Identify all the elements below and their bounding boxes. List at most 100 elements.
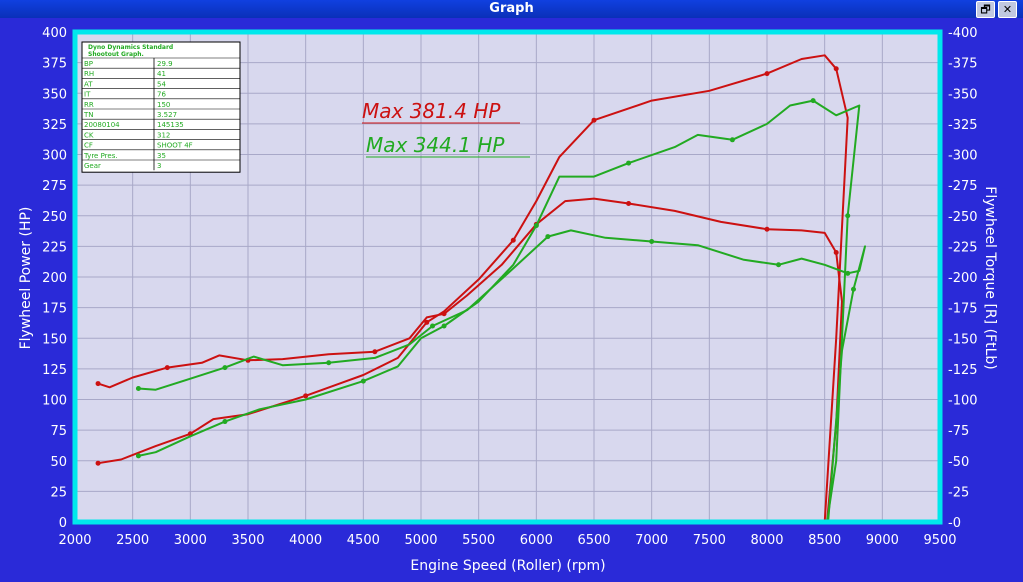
series-red-power-point-9 <box>424 319 430 325</box>
info-table-value-0: 29.9 <box>157 60 173 68</box>
series-green-power-point-3 <box>222 419 228 425</box>
info-table-box <box>81 41 241 173</box>
y-tick-right-50: -50 <box>948 455 969 470</box>
series-green-torque-point-9 <box>430 323 436 329</box>
y-tick-right-175: -175 <box>948 302 978 317</box>
info-table-header-1: Shootout Graph. <box>88 51 144 58</box>
series-green-power-line <box>138 99 861 523</box>
annotation-green-max: Max 344.1 HP <box>366 133 505 157</box>
series-green-torque-line <box>138 229 866 523</box>
y-tick-right-225: -225 <box>948 240 978 255</box>
y-axis-label: Flywheel Power (HP) <box>18 207 34 350</box>
tick-labels: 2000 2500 3000 3500 4000 4500 5000 5500 6000 6500… <box>42 26 977 548</box>
title-bar: Graph 🗗 ✕ <box>0 0 1023 18</box>
series-red-power-point-0 <box>95 460 101 466</box>
y-tick-left-100: 100 <box>42 394 67 409</box>
y-tick-right-350: -350 <box>948 87 978 102</box>
series-green-torque-point-24 <box>851 286 856 292</box>
y-tick-right-25: -25 <box>948 485 969 500</box>
series-red-torque-point-24 <box>833 250 839 255</box>
y-tick-right-250: -250 <box>948 210 978 225</box>
series-green-power-point-6 <box>360 378 366 384</box>
y-tick-left-250: 250 <box>42 210 67 225</box>
series-red-torque-point-0 <box>95 381 101 387</box>
y-tick-left-75: 75 <box>50 424 67 439</box>
plot-frame <box>72 29 943 525</box>
series-green-power-point-12 <box>533 223 539 229</box>
y-tick-right-150: -150 <box>948 332 978 347</box>
x-tick-8000: 8000 <box>750 533 783 548</box>
info-table-header-0: Dyno Dynamics Standard <box>88 44 173 51</box>
y-tick-left-200: 200 <box>42 271 67 286</box>
info-table-value-10: 3 <box>157 162 161 170</box>
y-tick-right-125: -125 <box>948 363 978 378</box>
x-tick-2500: 2500 <box>116 533 149 548</box>
info-table-value-3: 76 <box>157 91 166 99</box>
info-table-key-8: CF <box>84 142 93 150</box>
y-tick-left-375: 375 <box>42 57 67 72</box>
y-tick-left-175: 175 <box>42 302 67 317</box>
series-red-power-point-12 <box>510 237 516 243</box>
x-tick-5000: 5000 <box>404 533 437 548</box>
x-tick-6000: 6000 <box>520 533 553 548</box>
info-table-value-9: 35 <box>157 152 166 160</box>
info-table-key-2: AT <box>84 80 93 88</box>
y-tick-left-125: 125 <box>42 363 67 378</box>
y-tick-left-225: 225 <box>42 240 67 255</box>
series-red-torque-point-3 <box>164 365 170 371</box>
series-green-torque-point-0 <box>135 385 141 391</box>
series-green-torque-point-6 <box>326 360 332 366</box>
series-green-power-point-0 <box>135 453 141 459</box>
series-red-power-point-21 <box>833 66 839 72</box>
info-table-value-7: 312 <box>157 131 170 139</box>
series-green-torque-point-12 <box>545 234 551 240</box>
window-title: Graph <box>489 1 534 16</box>
series-red-torque-point-9 <box>372 349 378 355</box>
series-red-torque-point-12 <box>441 311 447 317</box>
info-table-key-4: RR <box>84 101 94 109</box>
restore-icon[interactable]: 🗗 <box>976 1 995 18</box>
x-tick-4500: 4500 <box>347 533 380 548</box>
series-green-power-point-18 <box>729 137 735 143</box>
series-green-power-point-15 <box>626 160 632 166</box>
series-group <box>95 54 866 525</box>
y-tick-right-200: -200 <box>948 271 978 286</box>
info-table-key-1: RH <box>84 70 94 78</box>
y-tick-right-75: -75 <box>948 424 969 439</box>
y-tick-left-275: 275 <box>42 179 67 194</box>
y-tick-right-100: -100 <box>948 394 978 409</box>
x-tick-9500: 9500 <box>923 533 956 548</box>
y-tick-right-400: -400 <box>948 26 978 41</box>
series-red-power-point-6 <box>303 393 309 399</box>
x-axis-label: Engine Speed (Roller) (rpm) <box>410 558 605 574</box>
x-tick-8500: 8500 <box>808 533 841 548</box>
series-red-torque-line <box>97 197 843 523</box>
info-table-value-8: SHOOT 4F <box>157 142 193 150</box>
x-tick-7000: 7000 <box>635 533 668 548</box>
x-tick-2000: 2000 <box>58 533 91 548</box>
series-green-torque-point-15 <box>649 238 655 244</box>
info-table-key-9: Tyre Pres. <box>83 152 118 160</box>
info-table-value-1: 41 <box>157 70 166 78</box>
info-table-key-3: IT <box>84 91 91 99</box>
info-table-key-7: CK <box>84 131 94 139</box>
info-table-value-5: 3.527 <box>157 111 177 119</box>
series-green-torque-point-21 <box>845 270 851 276</box>
series-green-torque-point-3 <box>222 365 228 371</box>
info-table-key-0: BP <box>84 60 93 68</box>
x-tick-7500: 7500 <box>693 533 726 548</box>
series-green-power-point-24 <box>845 213 851 219</box>
x-tick-5500: 5500 <box>462 533 495 548</box>
y-tick-left-150: 150 <box>42 332 67 347</box>
series-red-power-point-18 <box>764 71 770 77</box>
series-red-torque-point-21 <box>764 226 770 232</box>
y-tick-right-300: -300 <box>948 149 978 164</box>
x-tick-9000: 9000 <box>866 533 899 548</box>
info-table-value-2: 54 <box>157 80 166 88</box>
y-tick-left-0: 0 <box>59 516 67 531</box>
y-axis-label-right: Flywheel Torque [R] (FtLb) <box>982 186 998 369</box>
close-icon[interactable]: ✕ <box>998 1 1017 18</box>
x-tick-6500: 6500 <box>577 533 610 548</box>
